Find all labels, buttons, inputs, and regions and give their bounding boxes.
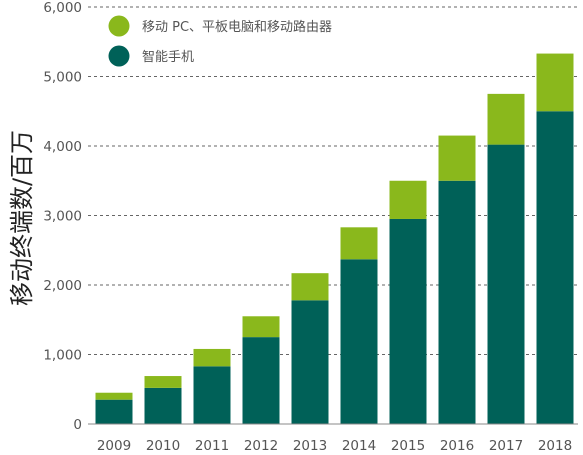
- x-tick-labels: 2009 2010 2011 2012 2013 2014 2015 2016 2017 2018: [97, 438, 572, 454]
- bar-pc-tablet-router-2018: [536, 53, 574, 112]
- bar-pc-tablet-router-2011: [193, 348, 231, 367]
- bar-pc-tablet-router-2014: [340, 227, 378, 260]
- bar-smartphone-2018: [536, 111, 574, 424]
- x-tick-label: 2014: [342, 438, 376, 454]
- x-tick-label: 2015: [391, 438, 425, 454]
- legend-label-smartphone: 智能手机: [142, 50, 194, 65]
- y-tick-label: 2,000: [43, 278, 82, 294]
- y-tick-label: 6,000: [43, 0, 82, 16]
- x-tick-label: 2016: [440, 438, 474, 454]
- legend-label-pc-tablet-router: 移动 PC、平板电脑和移动路由器: [142, 19, 332, 35]
- y-tick-label: 0: [73, 417, 82, 433]
- y-axis-title: 移动终端数/百万: [8, 130, 36, 306]
- bar-smartphone-2014: [340, 259, 378, 424]
- x-tick-label: 2010: [146, 438, 180, 454]
- bar-smartphone-2011: [193, 366, 231, 424]
- bar-pc-tablet-router-2009: [95, 392, 133, 400]
- y-tick-label: 5,000: [43, 70, 82, 86]
- bar-pc-tablet-router-2010: [144, 376, 182, 388]
- bar-pc-tablet-router-2017: [487, 93, 525, 145]
- legend-swatch-pc-tablet-router: [108, 15, 130, 37]
- bar-pc-tablet-router-2013: [291, 273, 329, 301]
- bar-smartphone-2016: [438, 180, 476, 424]
- x-tick-label: 2011: [195, 438, 229, 454]
- bar-smartphone-2009: [95, 399, 133, 424]
- bar-smartphone-2017: [487, 144, 525, 425]
- legend: 移动 PC、平板电脑和移动路由器 智能手机: [108, 15, 332, 67]
- x-tick-label: 2018: [538, 438, 572, 454]
- legend-swatch-smartphone: [108, 45, 130, 67]
- bar-smartphone-2012: [242, 337, 280, 424]
- x-tick-label: 2009: [97, 438, 131, 454]
- bar-pc-tablet-router-2012: [242, 316, 280, 338]
- y-tick-labels: 0 1,000 2,000 3,000 4,000 5,000 6,000: [43, 0, 82, 433]
- y-tick-label: 3,000: [43, 209, 82, 225]
- x-tick-label: 2017: [489, 438, 523, 454]
- bar-smartphone-2015: [389, 218, 427, 424]
- bars: [95, 53, 574, 425]
- bar-smartphone-2013: [291, 300, 329, 424]
- x-tick-label: 2012: [244, 438, 278, 454]
- x-tick-label: 2013: [293, 438, 327, 454]
- y-tick-label: 1,000: [43, 348, 82, 364]
- bar-pc-tablet-router-2015: [389, 180, 427, 219]
- y-tick-label: 4,000: [43, 139, 82, 155]
- bar-pc-tablet-router-2016: [438, 135, 476, 181]
- bar-smartphone-2010: [144, 387, 182, 424]
